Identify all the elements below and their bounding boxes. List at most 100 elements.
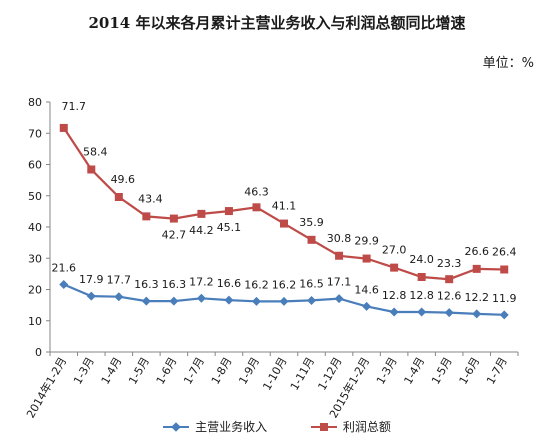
data-point — [59, 280, 69, 289]
series-layer — [59, 123, 509, 320]
x-tick-label: 1-5月 — [126, 355, 152, 387]
data-label: 71.7 — [62, 100, 87, 113]
x-tick-label: 1-6月 — [154, 355, 180, 387]
data-label: 16.5 — [299, 277, 324, 290]
data-point — [224, 295, 234, 305]
data-point — [307, 235, 316, 244]
data-point — [224, 207, 233, 216]
data-label: 12.2 — [464, 291, 489, 304]
data-point — [169, 296, 179, 306]
x-tick-label: 1-8月 — [209, 355, 235, 387]
data-label: 21.6 — [52, 262, 77, 275]
data-point — [444, 308, 454, 318]
x-tick-label: 1-7月 — [181, 355, 207, 387]
data-point — [279, 296, 289, 306]
y-tick-label: 80 — [28, 96, 42, 109]
x-tick-label: 1-4月 — [99, 355, 125, 387]
data-point — [335, 251, 344, 260]
data-point — [87, 165, 96, 174]
legend-label-profit: 利润总额 — [342, 420, 391, 434]
data-label: 42.7 — [162, 229, 187, 242]
data-label: 16.2 — [244, 278, 269, 291]
x-tick-label: 1-5月 — [429, 355, 455, 387]
legend-item-profit: 利润总额 — [310, 418, 391, 435]
x-tick-label: 1-6月 — [457, 355, 483, 387]
data-label: 26.6 — [464, 245, 489, 258]
legend-key-profit — [310, 422, 337, 432]
y-tick-label: 30 — [28, 252, 42, 265]
legend: 主营业务收入 利润总额 — [0, 418, 554, 435]
data-point — [141, 296, 151, 306]
data-label: 45.1 — [217, 221, 242, 234]
data-label: 41.1 — [272, 200, 297, 213]
chart-title: 2014 年以来各月累计主营业务收入与利润总额同比增速 — [88, 14, 466, 32]
y-tick-label: 10 — [28, 315, 42, 328]
data-point — [362, 301, 372, 311]
data-label: 12.8 — [409, 289, 434, 302]
data-point — [417, 307, 427, 317]
data-point — [389, 307, 399, 317]
x-tick-label: 1-3月 — [374, 355, 400, 387]
data-point — [390, 263, 399, 272]
x-tick-label: 1-9月 — [236, 355, 262, 387]
data-label: 16.3 — [162, 278, 187, 291]
data-label: 27.0 — [382, 244, 407, 257]
data-label: 17.2 — [189, 275, 214, 288]
data-point — [362, 254, 371, 263]
x-tick-label: 1-11月 — [288, 355, 317, 393]
data-label: 12.6 — [437, 290, 462, 303]
data-point — [280, 219, 288, 228]
x-tick-label: 1-12月 — [315, 355, 344, 393]
data-label: 43.4 — [138, 192, 163, 205]
x-tick-label: 1-7月 — [484, 355, 510, 387]
data-label: 11.9 — [492, 292, 517, 305]
data-label: 17.7 — [107, 274, 132, 287]
y-tick-label: 70 — [28, 127, 42, 140]
x-tick-label: 1-3月 — [71, 355, 97, 387]
data-point — [500, 265, 509, 274]
data-point — [196, 293, 206, 303]
data-label: 29.9 — [354, 235, 379, 248]
y-tick-label: 0 — [35, 346, 42, 359]
data-point — [472, 309, 482, 319]
legend-label-revenue: 主营业务收入 — [195, 420, 268, 434]
data-point — [252, 203, 261, 212]
x-tick-label: 1-10月 — [260, 355, 289, 393]
data-point — [499, 310, 509, 320]
legend-key-revenue — [163, 421, 190, 432]
data-label: 46.3 — [244, 185, 269, 198]
data-point — [114, 292, 124, 302]
data-point — [334, 294, 344, 304]
legend-item-revenue: 主营业务收入 — [163, 418, 267, 435]
y-tick-label: 50 — [28, 190, 42, 203]
x-tick-label: 2014年1-2月 — [23, 355, 69, 421]
data-label: 16.6 — [217, 277, 242, 290]
x-tick-label: 1-4月 — [402, 355, 428, 387]
data-point — [59, 123, 68, 132]
data-labels-layer: 21.617.9 17.7 16.3 16.3 17.2 16.6 16.2 16.2 16.5… — [52, 100, 517, 305]
data-label: 24.0 — [409, 253, 434, 266]
data-point — [417, 273, 426, 281]
data-label: 12.8 — [382, 289, 407, 302]
data-point — [114, 193, 123, 201]
data-point — [307, 295, 317, 305]
data-point — [197, 209, 206, 218]
y-tick-label: 40 — [28, 221, 42, 234]
data-point — [86, 291, 96, 301]
data-label: 14.6 — [354, 283, 379, 296]
data-label: 16.2 — [272, 278, 297, 291]
data-label: 17.9 — [79, 273, 104, 286]
data-point — [142, 212, 151, 221]
data-point — [169, 214, 178, 223]
data-label: 23.3 — [437, 257, 462, 270]
data-point — [472, 264, 481, 273]
y-tick-label: 20 — [28, 284, 42, 297]
data-label: 16.3 — [134, 278, 159, 291]
data-label: 30.8 — [327, 232, 352, 245]
unit-label: 单位：% — [482, 56, 534, 71]
data-label: 35.9 — [299, 216, 324, 229]
data-point — [445, 275, 454, 284]
data-label: 26.4 — [492, 246, 517, 259]
y-tick-label: 60 — [28, 159, 42, 172]
